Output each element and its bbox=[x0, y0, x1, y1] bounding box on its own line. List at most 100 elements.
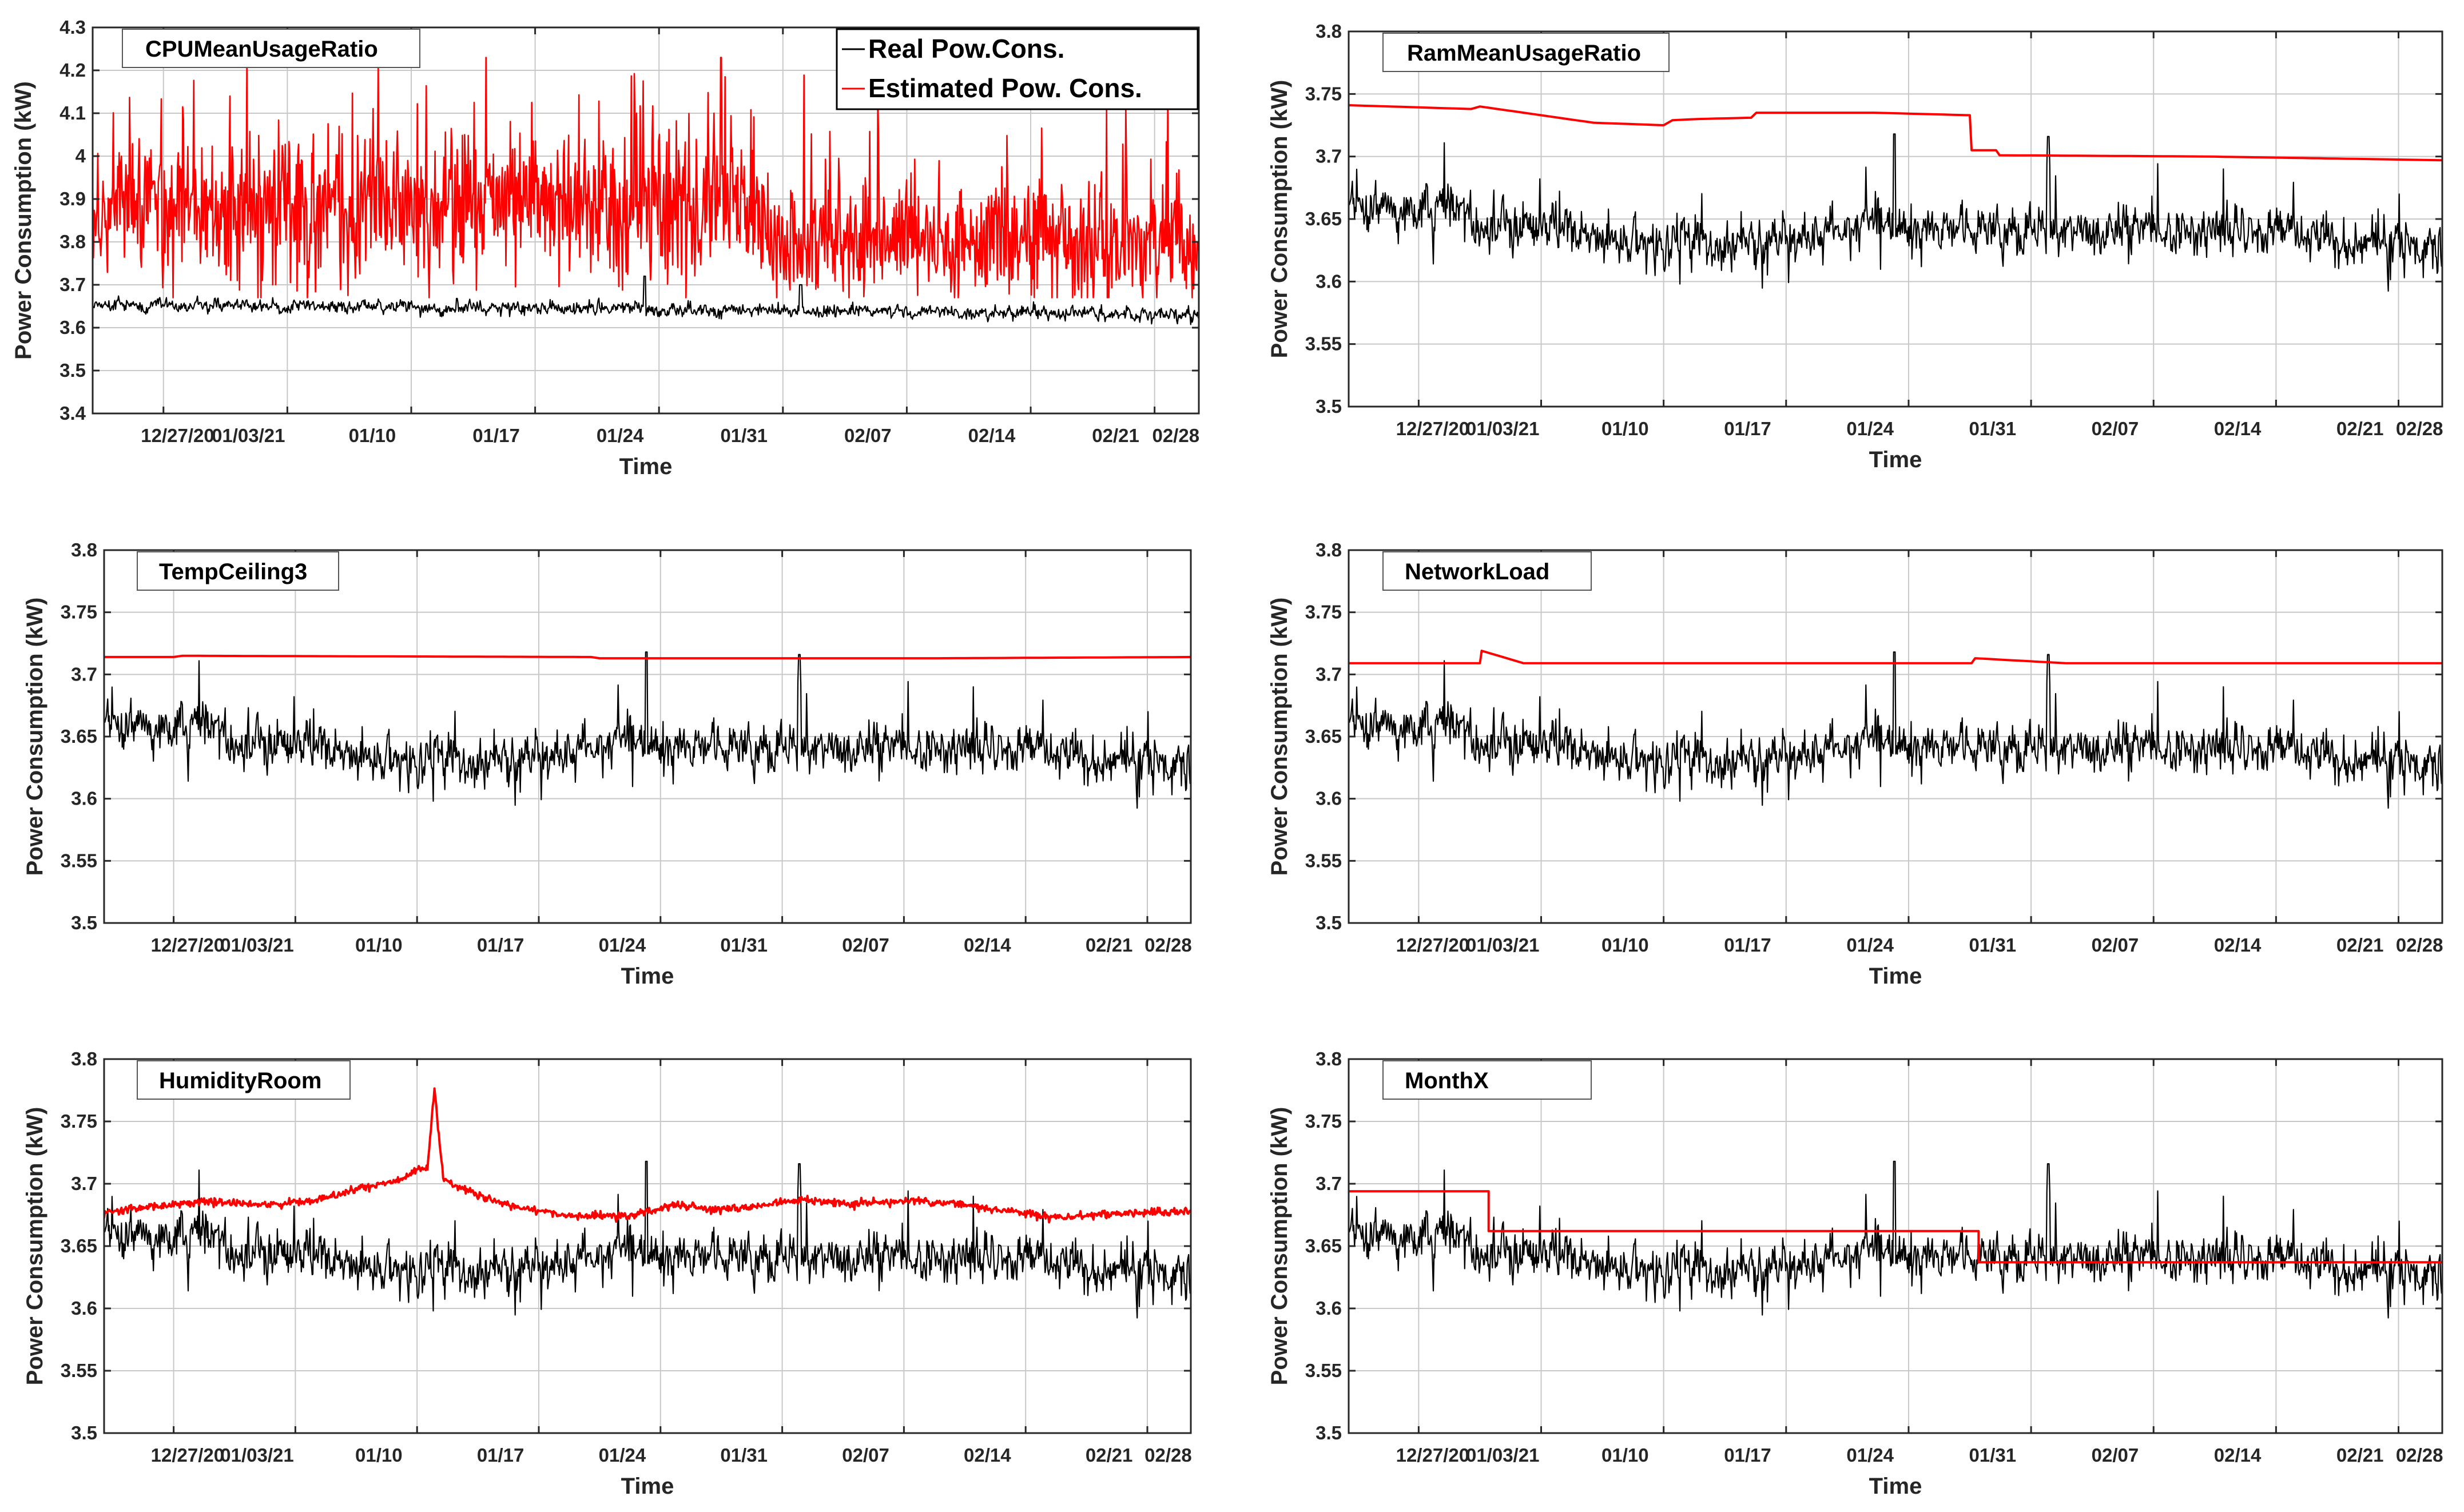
xtick-label: 02/21 bbox=[2336, 934, 2384, 956]
ticks: 3.4 3.5 3.6 3.7 3.8 3.9 4 4.1 4.2 4.3 12/27/2001/0… bbox=[59, 17, 1199, 446]
y-axis-label: Power Consumption (kW) bbox=[1267, 598, 1292, 876]
ytick-label: 3.75 bbox=[61, 602, 97, 623]
xtick-label: 01/31 bbox=[720, 1445, 768, 1466]
plot-layer: 3.5 3.55 3.6 3.65 3.7 3.75 3.8 12/27/2001/03/21… bbox=[1267, 1048, 2443, 1499]
panel-title-frame bbox=[137, 551, 339, 591]
panel-temp-ceiling-3: 3.5 3.55 3.6 3.65 3.7 3.75 3.8 12/27/2001/03/21… bbox=[22, 539, 1192, 989]
ytick-label: 3.7 bbox=[1316, 1173, 1342, 1194]
xtick-label: 01/10 bbox=[1601, 934, 1649, 956]
xtick-label: 01/24 bbox=[599, 934, 646, 956]
xtick-label: 01/24 bbox=[1846, 934, 1894, 956]
panel-title-box: HumidityRoom bbox=[137, 1060, 351, 1100]
ytick-label: 3.8 bbox=[1316, 1048, 1342, 1069]
panel-title-box: MonthX bbox=[1382, 1060, 1592, 1100]
xtick-label: 02/21 bbox=[2336, 1445, 2384, 1466]
ytick-label: 3.55 bbox=[1305, 1360, 1342, 1381]
ytick-label: 3.55 bbox=[61, 850, 97, 871]
panel-title: MonthX bbox=[1405, 1068, 1489, 1093]
ytick-label: 3.8 bbox=[59, 231, 86, 252]
xtick-label: 12/27/20 bbox=[151, 934, 224, 956]
xtick-label: 01/10 bbox=[355, 1445, 403, 1466]
x-axis-label: Time bbox=[619, 454, 673, 479]
ytick-label: 3.5 bbox=[1316, 912, 1342, 933]
panel-title-frame bbox=[137, 1060, 351, 1100]
xtick-label: 02/14 bbox=[2214, 934, 2262, 956]
ytick-label: 3.65 bbox=[1305, 726, 1342, 747]
ytick-label: 3.7 bbox=[1316, 663, 1342, 685]
xtick-label: 02/21 bbox=[1086, 934, 1133, 956]
xtick-label: 01/03/21 bbox=[1466, 934, 1539, 956]
xtick-label: 02/07 bbox=[2092, 934, 2139, 956]
xtick-label: 02/14 bbox=[2214, 418, 2262, 439]
legend-frame bbox=[836, 28, 1199, 110]
xtick-label: 12/27/20 bbox=[151, 1445, 224, 1466]
panel-title-box: TempCeiling3 bbox=[137, 551, 339, 591]
ytick-label: 3.75 bbox=[1305, 83, 1342, 104]
series-estimated-line bbox=[104, 1087, 1191, 1224]
ytick-label: 3.55 bbox=[1305, 333, 1342, 355]
xtick-label: 01/10 bbox=[1601, 1445, 1649, 1466]
xtick-label: 02/21 bbox=[2336, 418, 2384, 439]
ytick-label: 4 bbox=[75, 145, 86, 166]
xtick-label: 01/03/21 bbox=[220, 934, 293, 956]
xtick-label: 02/28 bbox=[2396, 934, 2443, 956]
series-estimated-line bbox=[1349, 104, 2442, 162]
xtick-label: 01/10 bbox=[355, 934, 403, 956]
xtick-label: 01/31 bbox=[1969, 934, 2016, 956]
panel-month-x: 3.5 3.55 3.6 3.65 3.7 3.75 3.8 12/27/2001/03/21… bbox=[1267, 1048, 2443, 1499]
ytick-label: 3.7 bbox=[1316, 146, 1342, 167]
ytick-label: 3.75 bbox=[1305, 602, 1342, 623]
panel-title: HumidityRoom bbox=[159, 1068, 321, 1093]
series-estimated-line bbox=[1349, 1190, 2442, 1264]
series-group bbox=[1349, 1160, 2442, 1319]
panel-title-box: NetworkLoad bbox=[1382, 551, 1592, 591]
xtick-label: 01/17 bbox=[1724, 1445, 1771, 1466]
ytick-label: 3.65 bbox=[1305, 208, 1342, 229]
y-axis-label: Power Consumption (kW) bbox=[1267, 1107, 1292, 1386]
x-axis-label: Time bbox=[621, 964, 674, 989]
xtick-label: 02/28 bbox=[2396, 418, 2443, 439]
ytick-label: 3.5 bbox=[71, 912, 97, 933]
xtick-label: 01/17 bbox=[477, 1445, 524, 1466]
panel-humidity-room: 3.5 3.55 3.6 3.65 3.7 3.75 3.8 12/27/2001/03/21… bbox=[22, 1048, 1192, 1499]
y-axis-label: Power Consumption (kW) bbox=[22, 598, 47, 876]
series-group bbox=[93, 57, 1199, 325]
ytick-label: 3.7 bbox=[71, 663, 97, 685]
xtick-label: 01/24 bbox=[597, 425, 644, 446]
xtick-label: 01/17 bbox=[1724, 418, 1771, 439]
ytick-label: 4.1 bbox=[59, 102, 86, 124]
xtick-label: 02/28 bbox=[1152, 425, 1199, 446]
ytick-label: 4.3 bbox=[59, 17, 86, 38]
xtick-label: 02/21 bbox=[1086, 1445, 1133, 1466]
ytick-label: 4.2 bbox=[59, 59, 86, 81]
y-axis-label: Power Consumption (kW) bbox=[1267, 80, 1292, 359]
panel-network-load: 3.5 3.55 3.6 3.65 3.7 3.75 3.8 12/27/2001/03/21… bbox=[1267, 539, 2443, 989]
x-axis-label: Time bbox=[1869, 1474, 1922, 1499]
xtick-label: 01/24 bbox=[1846, 1445, 1894, 1466]
x-axis-label: Time bbox=[1869, 447, 1922, 472]
xtick-label: 01/03/21 bbox=[1466, 418, 1539, 439]
xtick-label: 02/07 bbox=[842, 1445, 889, 1466]
panel-title: CPUMeanUsageRatio bbox=[145, 37, 378, 62]
xtick-label: 01/31 bbox=[720, 934, 768, 956]
xtick-label: 02/14 bbox=[964, 1445, 1011, 1466]
series-real-line bbox=[104, 651, 1191, 809]
ytick-label: 3.5 bbox=[1316, 1422, 1342, 1443]
xtick-label: 01/31 bbox=[1969, 418, 2016, 439]
ticks: 3.5 3.55 3.6 3.65 3.7 3.75 3.8 12/27/2001/03/21… bbox=[61, 1048, 1192, 1466]
ytick-label: 3.75 bbox=[1305, 1111, 1342, 1132]
ytick-label: 3.8 bbox=[1316, 539, 1342, 560]
ytick-label: 3.6 bbox=[1316, 1298, 1342, 1319]
xtick-label: 02/14 bbox=[964, 934, 1011, 956]
xtick-label: 02/28 bbox=[1144, 1445, 1192, 1466]
xtick-label: 12/27/20 bbox=[1396, 1445, 1469, 1466]
series-estimated-line bbox=[1349, 650, 2442, 665]
xtick-label: 01/24 bbox=[1846, 418, 1894, 439]
ytick-label: 3.6 bbox=[59, 317, 86, 338]
xtick-label: 02/21 bbox=[1092, 425, 1139, 446]
xtick-label: 02/07 bbox=[2092, 418, 2139, 439]
ytick-label: 3.65 bbox=[61, 726, 97, 747]
panel-title-box: RamMeanUsageRatio bbox=[1382, 33, 1670, 72]
xtick-label: 02/28 bbox=[2396, 1445, 2443, 1466]
ytick-label: 3.6 bbox=[1316, 270, 1342, 292]
